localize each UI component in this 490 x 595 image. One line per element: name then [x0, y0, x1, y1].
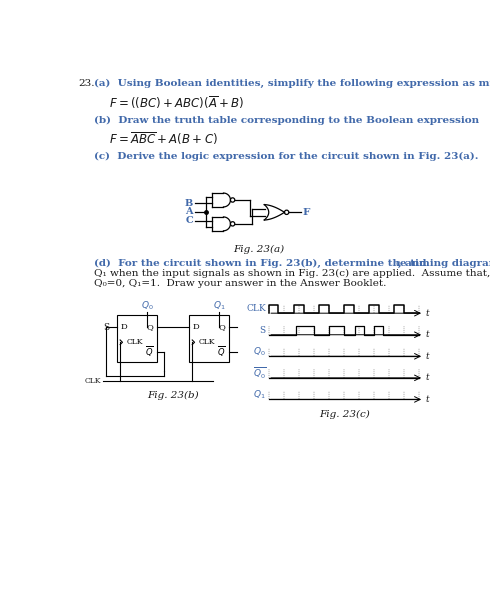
Text: C: C — [185, 217, 193, 226]
Text: Q₀=0, Q₁=1.  Draw your answer in the Answer Booklet.: Q₀=0, Q₁=1. Draw your answer in the Answ… — [94, 278, 386, 287]
Text: (a)  Using Boolean identities, simplify the following expression as much as poss: (a) Using Boolean identities, simplify t… — [94, 79, 490, 88]
Text: t: t — [425, 395, 429, 404]
Bar — [117, 315, 157, 362]
Text: (b)  Draw the truth table corresponding to the Boolean expression: (b) Draw the truth table corresponding t… — [94, 116, 479, 125]
Bar — [189, 315, 229, 362]
Text: 23.: 23. — [78, 79, 95, 88]
Text: CLK: CLK — [84, 377, 101, 385]
Text: D: D — [121, 323, 128, 331]
Text: S: S — [260, 326, 266, 335]
Text: $Q_1$: $Q_1$ — [213, 299, 225, 312]
Text: D: D — [193, 323, 200, 331]
Text: $\overline{Q}$: $\overline{Q}$ — [145, 344, 153, 359]
Text: S: S — [103, 322, 109, 331]
Text: (c)  Derive the logic expression for the circuit shown in Fig. 23(a).: (c) Derive the logic expression for the … — [94, 152, 478, 161]
Text: $Q_0$: $Q_0$ — [253, 346, 266, 358]
Text: CLK: CLK — [126, 339, 143, 346]
Text: t: t — [425, 352, 429, 361]
Text: $_0$: $_0$ — [394, 258, 401, 268]
Text: Fig. 23(a): Fig. 23(a) — [233, 245, 284, 254]
Text: A: A — [185, 208, 193, 217]
Text: CLK: CLK — [246, 305, 266, 314]
Text: $F = ((BC) + ABC)(\overline{A} + B)$: $F = ((BC) + ABC)(\overline{A} + B)$ — [109, 95, 245, 111]
Text: t: t — [425, 373, 429, 383]
Text: CLK: CLK — [198, 339, 215, 346]
Text: (d)  For the circuit shown in Fig. 23(b), determine the timing diagram for the o: (d) For the circuit shown in Fig. 23(b),… — [94, 258, 490, 268]
Text: Q₁ when the input signals as shown in Fig. 23(c) are applied.  Assume that, init: Q₁ when the input signals as shown in Fi… — [94, 268, 490, 278]
Text: $\overline{Q_0}$: $\overline{Q_0}$ — [252, 366, 266, 381]
Text: $\overline{Q}$: $\overline{Q}$ — [217, 344, 225, 359]
Text: Fig. 23(c): Fig. 23(c) — [319, 409, 369, 418]
Text: t: t — [425, 330, 429, 339]
Text: $Q_1$: $Q_1$ — [253, 389, 266, 402]
Text: B: B — [185, 199, 193, 208]
Text: Q: Q — [219, 323, 225, 331]
Text: $F = \overline{ABC} + A(B + C)$: $F = \overline{ABC} + A(B + C)$ — [109, 130, 218, 147]
Text: Q: Q — [147, 323, 153, 331]
Text: F: F — [303, 208, 310, 217]
Text: Fig. 23(b): Fig. 23(b) — [147, 391, 199, 400]
Text: , and: , and — [398, 258, 427, 268]
Text: $Q_0$: $Q_0$ — [141, 299, 154, 312]
Text: t: t — [425, 309, 429, 318]
